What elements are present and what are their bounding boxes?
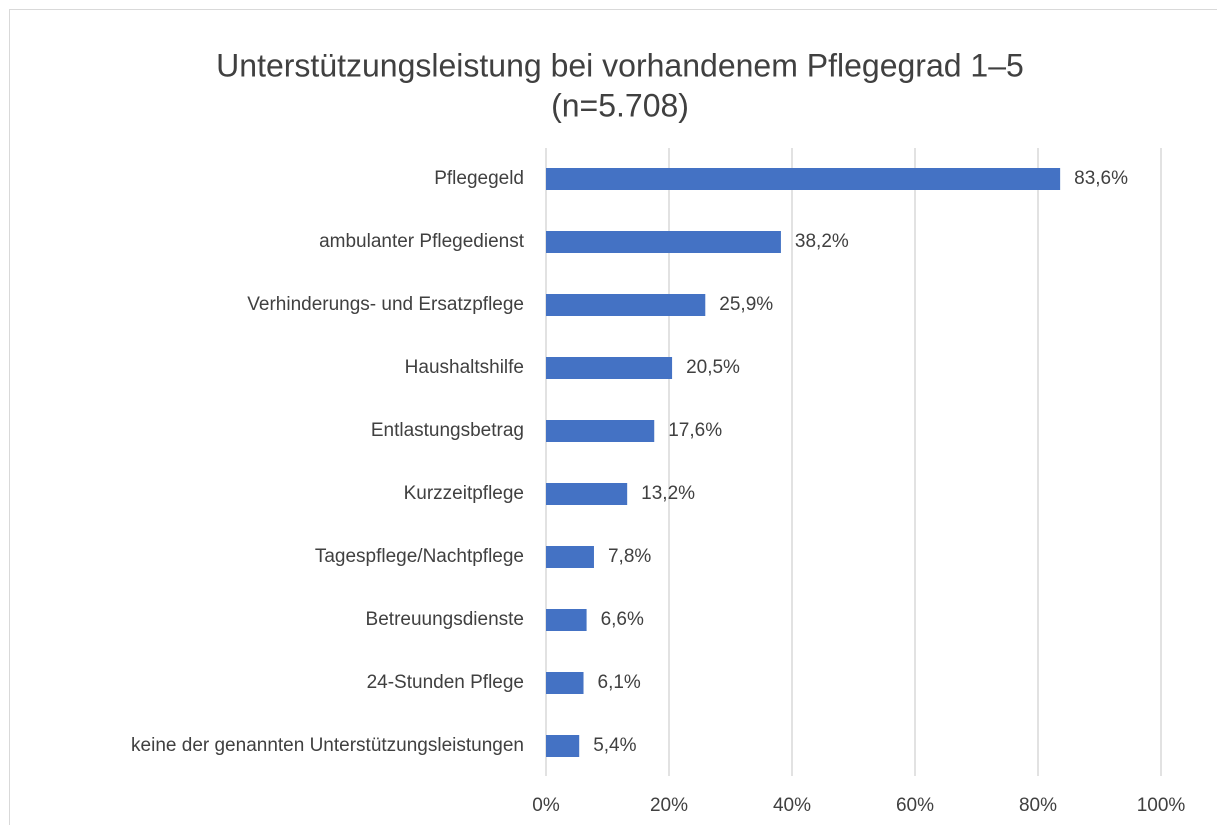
bar [546, 357, 673, 379]
y-tick-label: Kurzzeitpflege [404, 483, 524, 504]
value-label: 13,2% [641, 483, 695, 504]
x-tick-label: 20% [650, 795, 688, 816]
bar [546, 483, 628, 505]
bar [546, 231, 781, 253]
value-label: 6,6% [601, 609, 644, 630]
value-label: 38,2% [795, 231, 849, 252]
y-tick-label: 24-Stunden Pflege [367, 672, 524, 693]
bar [546, 735, 580, 757]
y-tick-label: keine der genannten Unterstützungsleistu… [131, 735, 524, 756]
value-label: 6,1% [598, 672, 641, 693]
x-tick-label: 80% [1019, 795, 1057, 816]
value-label: 83,6% [1074, 168, 1128, 189]
x-tick-label: 100% [1137, 795, 1186, 816]
value-label: 7,8% [608, 546, 651, 567]
y-tick-label: Entlastungsbetrag [371, 420, 524, 441]
y-tick-label: Betreuungsdienste [366, 609, 524, 630]
x-tick-label: 60% [896, 795, 934, 816]
y-tick-label: Pflegegeld [434, 168, 524, 189]
value-label: 5,4% [593, 735, 636, 756]
y-tick-label: ambulanter Pflegedienst [319, 231, 525, 252]
bar [546, 546, 594, 568]
chart-subtitle: (n=5.708) [551, 87, 689, 123]
bar [546, 609, 587, 631]
chart-border [9, 9, 1217, 825]
chart-title: Unterstützungsleistung bei vorhandenem P… [216, 47, 1024, 83]
y-tick-label: Tagespflege/Nachtpflege [315, 546, 524, 567]
x-tick-label: 0% [532, 795, 560, 816]
value-label: 17,6% [668, 420, 722, 441]
value-label: 20,5% [686, 357, 740, 378]
bar [546, 672, 584, 694]
bar [546, 420, 655, 442]
y-tick-label: Haushaltshilfe [405, 357, 524, 378]
x-tick-label: 40% [773, 795, 811, 816]
y-tick-label: Verhinderungs- und Ersatzpflege [247, 294, 524, 315]
bar [546, 168, 1061, 190]
value-label: 25,9% [719, 294, 773, 315]
bar [546, 294, 706, 316]
